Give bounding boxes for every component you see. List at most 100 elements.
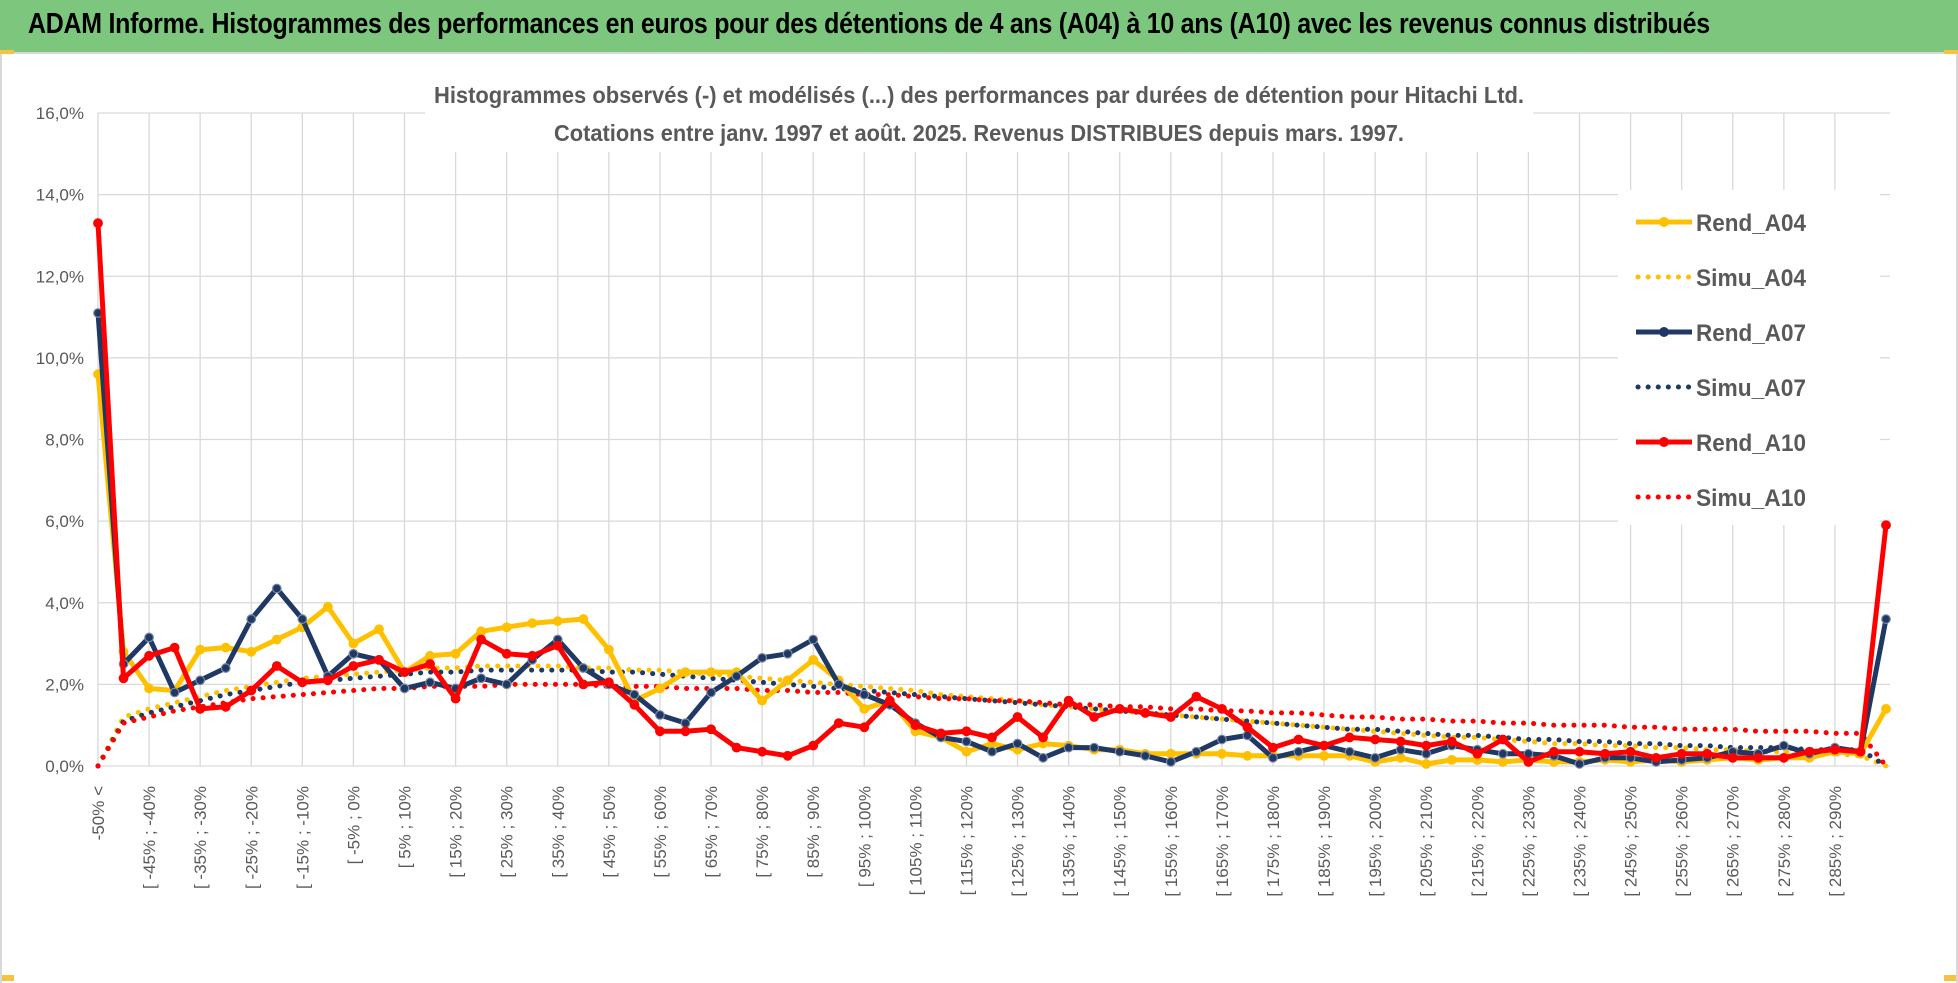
data-point — [655, 726, 665, 737]
series-Simu_A10 — [95, 681, 1889, 769]
x-tick-label: [ 275% ; 280% — [1775, 786, 1794, 897]
data-point — [195, 703, 206, 714]
x-tick-label: [ 175% ; 180% — [1264, 786, 1283, 897]
data-point — [297, 677, 308, 688]
data-point — [1881, 520, 1891, 531]
data-point — [1012, 712, 1023, 722]
y-tick-label: 0,0% — [45, 757, 84, 776]
data-point — [246, 614, 257, 624]
data-point — [399, 683, 410, 694]
data-point — [1497, 748, 1508, 759]
data-point — [1446, 736, 1457, 747]
data-point — [169, 687, 180, 698]
data-point — [1344, 732, 1355, 743]
data-point — [1216, 748, 1227, 759]
data-point — [1395, 752, 1406, 763]
x-tick-label: [ 35% ; 40% — [549, 786, 568, 878]
legend-label: Rend_A04 — [1696, 210, 1807, 237]
data-point — [144, 650, 154, 661]
data-point — [425, 677, 435, 688]
data-point — [1216, 734, 1227, 745]
data-point — [1421, 748, 1432, 759]
data-point — [1804, 746, 1815, 757]
data-point — [782, 675, 793, 686]
x-tick-label: [ 205% ; 210% — [1417, 786, 1436, 897]
x-tick-label: [ 265% ; 270% — [1724, 786, 1743, 897]
legend-item-Simu_A07: Simu_A07 — [1635, 375, 1806, 402]
data-point — [680, 667, 691, 678]
data-point — [527, 650, 538, 661]
data-point — [501, 648, 512, 659]
data-point — [552, 640, 563, 651]
data-point — [757, 695, 768, 706]
data-point — [731, 742, 742, 753]
data-point — [1497, 734, 1508, 745]
data-point — [680, 718, 691, 729]
data-point — [348, 648, 359, 659]
data-point — [169, 642, 180, 653]
data-point — [1344, 746, 1355, 757]
x-tick-label: [ 95% ; 100% — [855, 786, 874, 887]
chart-frame — [0, 54, 1958, 983]
data-point — [961, 746, 972, 757]
chart-title: Histogrammes observés (-) et modélisés (… — [434, 82, 1524, 108]
data-point — [322, 601, 333, 612]
legend-marker — [1659, 437, 1669, 447]
x-tick-label: [ 15% ; 20% — [447, 786, 466, 878]
series-line — [95, 681, 1889, 769]
data-point — [987, 732, 997, 743]
data-point — [629, 699, 640, 710]
report-title: ADAM Informe. Histogrammes des performan… — [28, 8, 1710, 40]
data-point — [93, 218, 103, 229]
data-point — [1216, 703, 1227, 714]
data-point — [706, 687, 716, 698]
series-line — [95, 373, 1889, 767]
data-point — [1165, 712, 1176, 722]
data-point — [1038, 732, 1048, 743]
data-point — [757, 746, 768, 757]
data-point — [374, 654, 384, 665]
data-point — [1140, 708, 1151, 718]
corner-mark-bottom-left — [0, 975, 14, 981]
data-point — [706, 667, 716, 678]
data-point — [322, 675, 333, 686]
data-point — [1114, 746, 1125, 757]
y-tick-label: 8,0% — [45, 431, 84, 450]
x-tick-label: [ 115% ; 120% — [957, 786, 976, 895]
data-point — [1702, 748, 1713, 759]
data-point — [1830, 744, 1840, 755]
data-point — [578, 614, 589, 624]
legend-label: Simu_A07 — [1696, 375, 1806, 402]
data-point — [1165, 757, 1176, 767]
legend-label: Rend_A07 — [1696, 320, 1806, 347]
data-point — [655, 710, 665, 720]
x-tick-label: [ -15% ; -10% — [293, 786, 312, 889]
data-point — [1855, 746, 1866, 757]
x-tick-label: [ 55% ; 60% — [651, 786, 670, 878]
data-point — [476, 673, 487, 684]
data-point — [1242, 722, 1253, 733]
data-point — [1753, 752, 1764, 763]
legend-item-Rend_A07: Rend_A07 — [1636, 320, 1806, 347]
x-tick-label: [ 285% ; 290% — [1826, 786, 1845, 897]
series-layer — [93, 218, 1891, 769]
data-point — [1191, 746, 1202, 757]
x-tick-label: [ 145% ; 150% — [1111, 786, 1130, 897]
data-point — [1421, 759, 1432, 769]
legend-background — [1618, 190, 1880, 525]
corner-mark-top-left — [0, 50, 14, 54]
y-tick-label: 12,0% — [36, 267, 84, 286]
data-point — [195, 675, 206, 686]
data-point — [961, 736, 972, 747]
legend-item-Simu_A10: Simu_A10 — [1635, 485, 1806, 512]
data-point — [833, 718, 844, 729]
x-tick-label: [ 245% ; 250% — [1622, 786, 1641, 897]
data-point — [578, 663, 589, 673]
data-point — [603, 644, 614, 655]
x-axis-ticks: -50% < [ -45% ; -40% [ -35% ; -30% [ -25% ;… — [89, 786, 1845, 897]
data-point — [578, 679, 589, 690]
data-point — [527, 618, 538, 629]
data-point — [1268, 752, 1278, 763]
legend-label: Rend_A10 — [1696, 430, 1806, 457]
data-point — [118, 673, 129, 684]
